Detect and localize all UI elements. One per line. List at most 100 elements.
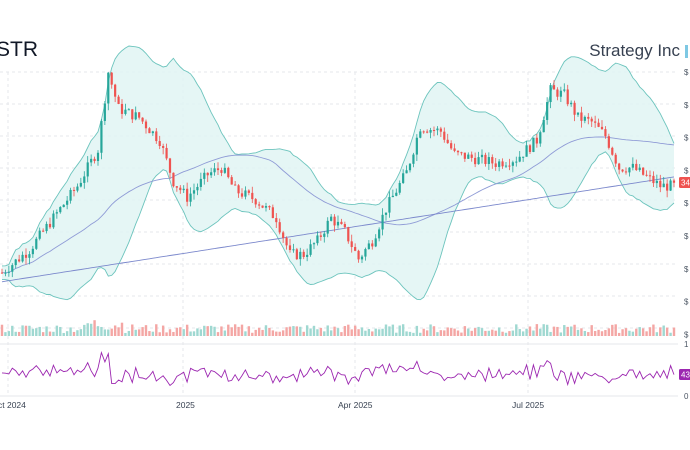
volume-bar [240,324,244,336]
price-tick-label: $ [684,330,689,339]
volume-bar [216,332,220,336]
volume-bar [251,332,254,336]
candle [206,172,209,182]
volume-bar [199,329,203,336]
candle [494,157,497,171]
candle [31,245,34,258]
volume-bar [566,326,569,336]
volume-bar [148,331,151,336]
volume-bar [179,327,182,336]
candle [151,130,154,136]
volume-bar [45,326,48,336]
price-tick-label: $ [684,68,689,77]
volume-bar [278,331,281,336]
candle [583,115,586,124]
candle [210,167,213,178]
volume-bar [275,331,278,336]
candle [316,231,319,246]
candle [11,263,14,278]
volume-bar [473,328,477,336]
candle [456,150,460,156]
volume-bar [41,332,45,336]
candle [158,135,161,150]
volume-bar [388,326,391,336]
volume-bar [401,324,405,336]
candle [90,154,93,167]
volume-bar [542,324,545,336]
volume-bar [631,331,635,336]
volume-bar [638,327,641,336]
candle [138,111,141,120]
volume-bar [196,328,199,336]
candle [552,80,556,90]
volume-bar [86,323,89,336]
volume-bar [124,332,127,336]
candle [563,83,566,93]
candle [600,120,604,130]
volume-bar [254,329,257,336]
volume-bar [439,330,443,336]
candle [155,128,158,144]
candle [624,167,628,175]
candle [285,236,288,250]
candle [378,227,381,242]
volume-bar [353,325,357,336]
candle [391,189,394,198]
volume-bar [100,326,103,336]
candle [426,129,429,134]
candle [28,251,31,265]
candle [652,171,655,188]
candle [384,212,388,221]
price-tick-label: $ [684,232,689,241]
volume-bar [103,329,107,336]
candle [648,170,652,182]
candle [422,130,425,134]
candle [93,156,96,164]
volume-bar [652,324,655,336]
volume-bar [484,330,487,336]
volume-bar [79,329,83,336]
candle [539,130,542,147]
volume-bar [453,328,456,336]
candle [216,162,220,176]
volume-bar [223,330,227,336]
price-tick-label: $ [684,265,689,274]
candle [580,106,583,128]
bollinger-lower-line [2,151,675,301]
volume-bar [144,325,148,336]
volume-bar [525,328,528,336]
volume-bar [559,332,563,336]
volume-bar [24,325,28,336]
candle [100,119,103,160]
rsi-tick-label: 0 [684,392,689,401]
volume-bar [364,330,367,336]
candle [566,84,569,107]
candle [18,254,21,263]
candle [96,150,100,166]
candle [487,152,490,170]
candle [21,251,24,263]
price-tick-label: $ [684,166,689,175]
candle [55,209,58,219]
volume-bar [59,326,62,336]
x-tick-label: Jul 2025 [512,400,544,410]
volume-bar [467,328,470,336]
candle [374,234,377,248]
volume-bar [168,329,172,336]
volume-bar [583,330,587,336]
volume-bar [621,329,624,336]
candle [302,249,305,260]
volume-bar [487,330,491,336]
candle [419,128,422,139]
ticker-symbol: STR [0,38,38,61]
volume-bar [446,327,449,336]
volume-bar [511,330,515,336]
candle [573,100,576,122]
candle [271,204,274,219]
volume-bar [151,331,155,336]
candle [498,159,501,172]
volume-bar [556,326,559,336]
candle [395,188,398,197]
volume-bar [449,328,453,336]
